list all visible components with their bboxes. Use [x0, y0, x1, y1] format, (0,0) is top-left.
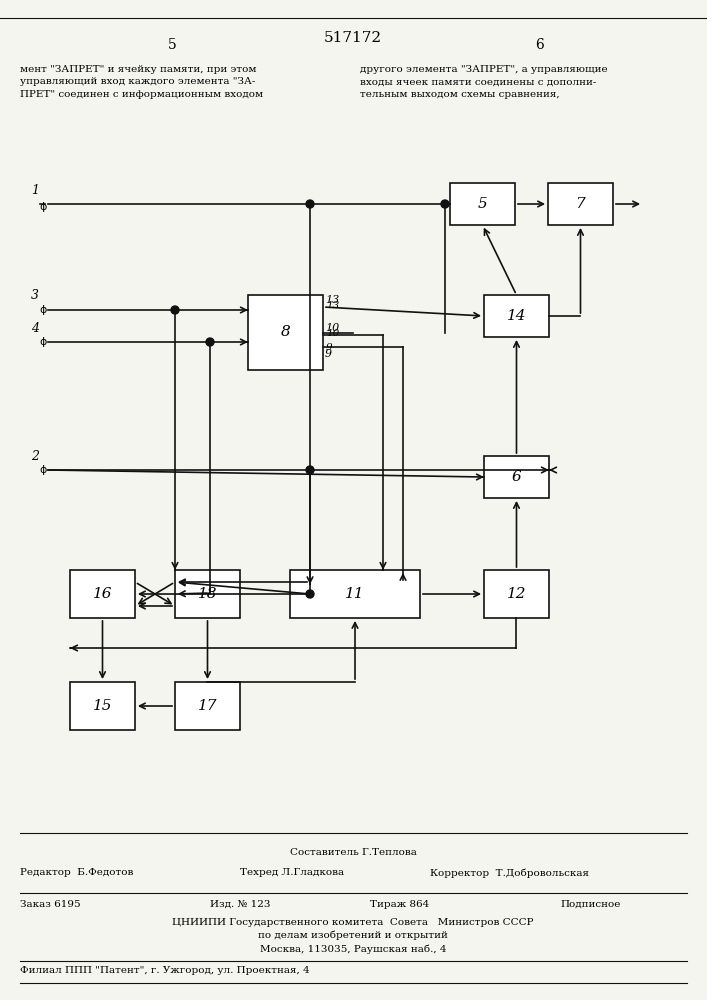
Text: 14: 14 — [507, 309, 526, 323]
Text: ϕ: ϕ — [40, 202, 47, 212]
Bar — [70, 682, 135, 730]
Text: 12: 12 — [507, 587, 526, 601]
Text: 6: 6 — [536, 38, 544, 52]
Circle shape — [206, 338, 214, 346]
Text: по делам изобретений и открытий: по делам изобретений и открытий — [258, 931, 448, 940]
Text: Корректор  Т.Добровольская: Корректор Т.Добровольская — [430, 868, 589, 878]
Circle shape — [306, 590, 314, 598]
Text: Изд. № 123: Изд. № 123 — [210, 900, 271, 909]
Text: 15: 15 — [93, 699, 112, 713]
Text: ϕ: ϕ — [40, 305, 47, 315]
Text: 7: 7 — [575, 197, 585, 211]
Circle shape — [306, 200, 314, 208]
Text: 2: 2 — [31, 450, 39, 463]
Text: 5: 5 — [168, 38, 176, 52]
Text: 4: 4 — [31, 322, 39, 335]
Text: 8: 8 — [281, 326, 291, 340]
Text: 9: 9 — [326, 342, 332, 352]
Bar — [248, 295, 323, 370]
Text: 6: 6 — [512, 470, 521, 484]
Text: 10: 10 — [325, 323, 339, 333]
Text: Филиал ППП "Патент", г. Ужгород, ул. Проектная, 4: Филиал ППП "Патент", г. Ужгород, ул. Про… — [20, 966, 310, 975]
Text: 5: 5 — [478, 197, 487, 211]
Text: 11: 11 — [345, 587, 365, 601]
Text: Составитель Г.Теплова: Составитель Г.Теплова — [290, 848, 416, 857]
Bar — [175, 682, 240, 730]
Text: 10: 10 — [326, 328, 339, 338]
Bar — [70, 570, 135, 618]
Text: 517172: 517172 — [324, 31, 382, 45]
Text: 13: 13 — [325, 295, 339, 305]
Text: Техред Л.Гладкова: Техред Л.Гладкова — [240, 868, 344, 877]
Text: другого элемента "ЗАПРЕТ", а управляющие
входы ячеек памяти соединены с дополни-: другого элемента "ЗАПРЕТ", а управляющие… — [360, 65, 607, 99]
Bar — [290, 570, 420, 618]
Text: Москва, 113035, Раушская наб., 4: Москва, 113035, Раушская наб., 4 — [259, 944, 446, 954]
Text: 1: 1 — [31, 184, 39, 197]
Bar — [484, 570, 549, 618]
Text: ϕ: ϕ — [40, 337, 47, 347]
Bar — [450, 183, 515, 225]
Circle shape — [306, 466, 314, 474]
Text: 9: 9 — [325, 349, 332, 359]
Text: 13: 13 — [326, 300, 339, 310]
Text: Заказ 6195: Заказ 6195 — [20, 900, 81, 909]
Bar — [484, 295, 549, 337]
Bar — [548, 183, 613, 225]
Text: 16: 16 — [93, 587, 112, 601]
Circle shape — [171, 306, 179, 314]
Bar — [175, 570, 240, 618]
Text: Редактор  Б.Федотов: Редактор Б.Федотов — [20, 868, 134, 877]
Text: ЦНИИПИ Государственного комитета  Совета   Министров СССР: ЦНИИПИ Государственного комитета Совета … — [173, 918, 534, 927]
Text: мент "ЗАПРЕТ" и ячейку памяти, при этом
управляющий вход каждого элемента "ЗА-
П: мент "ЗАПРЕТ" и ячейку памяти, при этом … — [20, 65, 263, 99]
Text: 18: 18 — [198, 587, 217, 601]
Text: ϕ: ϕ — [40, 465, 47, 475]
Text: 17: 17 — [198, 699, 217, 713]
Text: Подписное: Подписное — [560, 900, 620, 909]
Bar — [484, 456, 549, 498]
Text: 3: 3 — [31, 289, 39, 302]
Text: Тираж 864: Тираж 864 — [370, 900, 429, 909]
Circle shape — [441, 200, 449, 208]
